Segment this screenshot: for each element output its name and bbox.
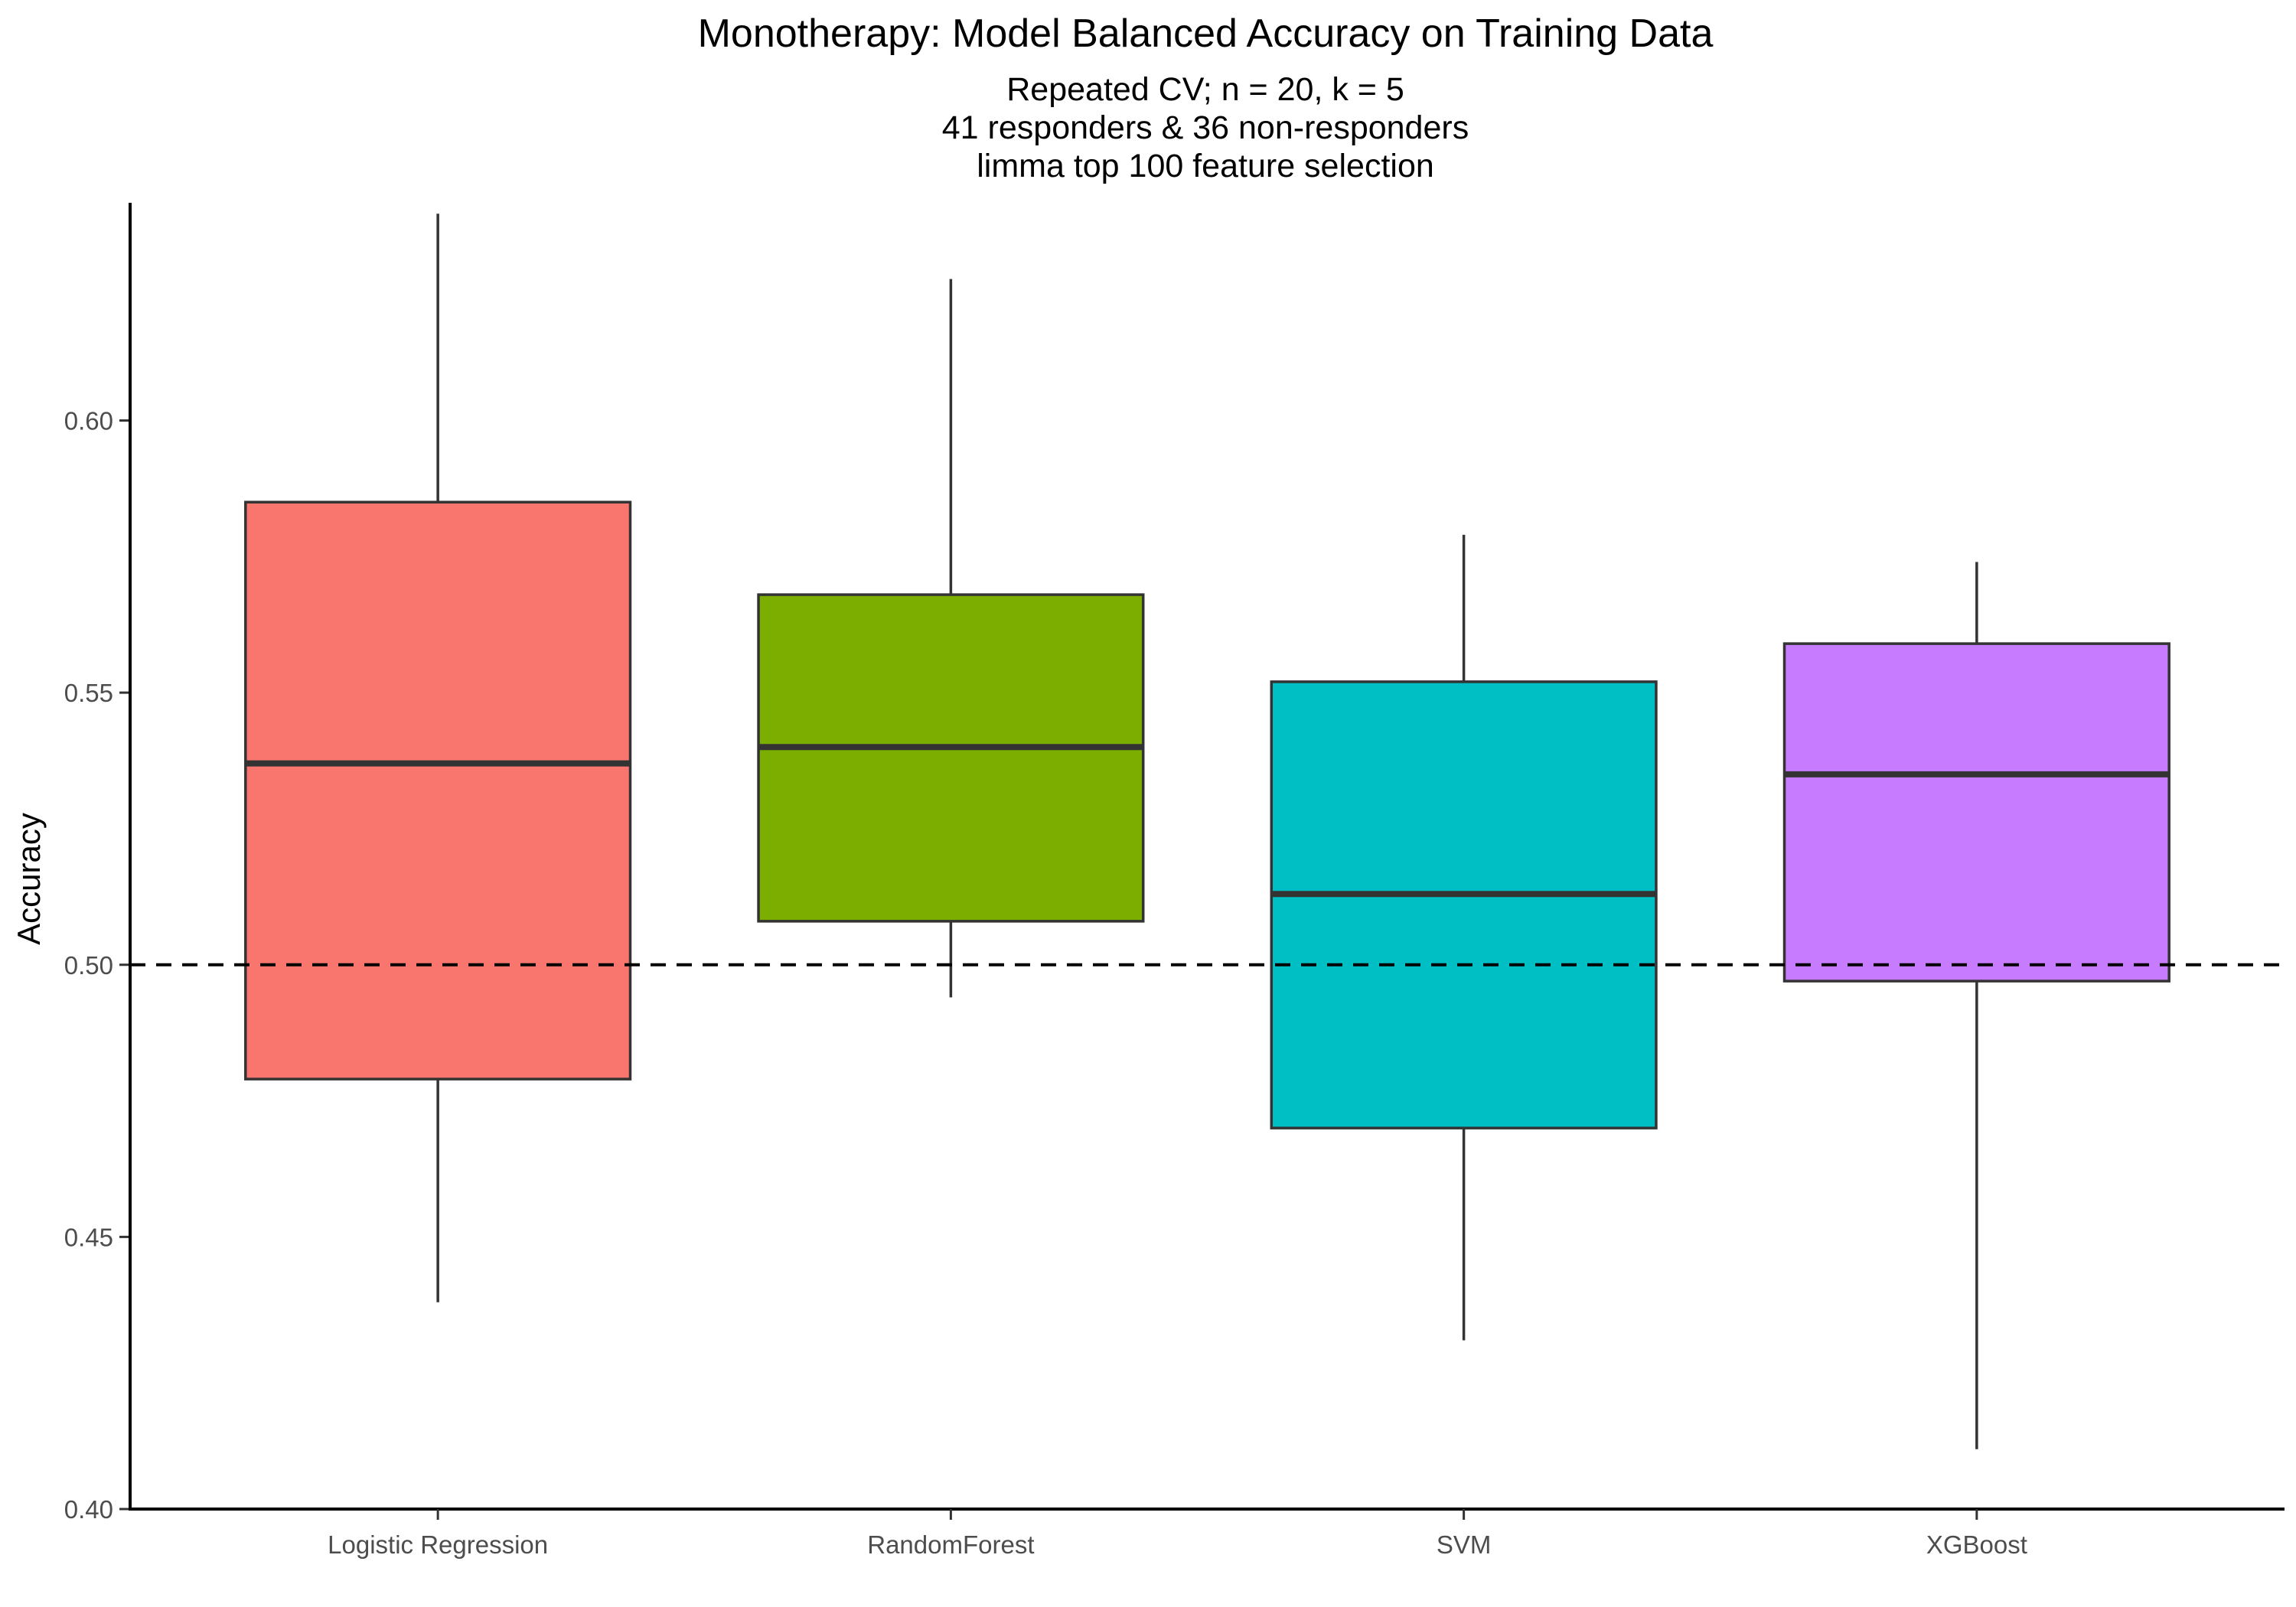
box-body [1782,642,2170,983]
y-tick-label: 0.50 [64,951,113,980]
chart-subtitle-line-2: 41 responders & 36 non-responders [941,109,1469,146]
y-axis-title: Accuracy [11,813,47,945]
x-tick-label: RandomForest [867,1530,1034,1559]
chart-subtitle-line-3: limma top 100 feature selection [977,148,1434,184]
chart-subtitle-line-1: Repeated CV; n = 20, k = 5 [1006,71,1404,108]
x-tick-label: SVM [1437,1530,1492,1559]
box-body [244,500,632,1081]
box-svm [1270,534,1658,1341]
box-logistic-regression [244,214,632,1302]
box-xgboost [1782,562,2170,1449]
x-tick-label: Logistic Regression [328,1530,548,1559]
y-tick-label: 0.60 [64,407,113,435]
box-body [1270,680,1658,1129]
y-tick-label: 0.55 [64,679,113,707]
x-axis-ticks: Logistic Regression RandomForest SVM XGBoos… [328,1509,2027,1559]
box-body [757,593,1145,923]
y-tick-label: 0.40 [64,1495,113,1524]
box-randomforest [757,279,1145,998]
x-tick-label: XGBoost [1926,1530,2027,1559]
boxes-layer [244,214,2170,1449]
chart-title: Monotherapy: Model Balanced Accuracy on … [697,11,1714,56]
y-tick-label: 0.45 [64,1223,113,1251]
y-axis-ticks: 0.40 0.45 0.50 0.55 0.60 [64,407,130,1524]
